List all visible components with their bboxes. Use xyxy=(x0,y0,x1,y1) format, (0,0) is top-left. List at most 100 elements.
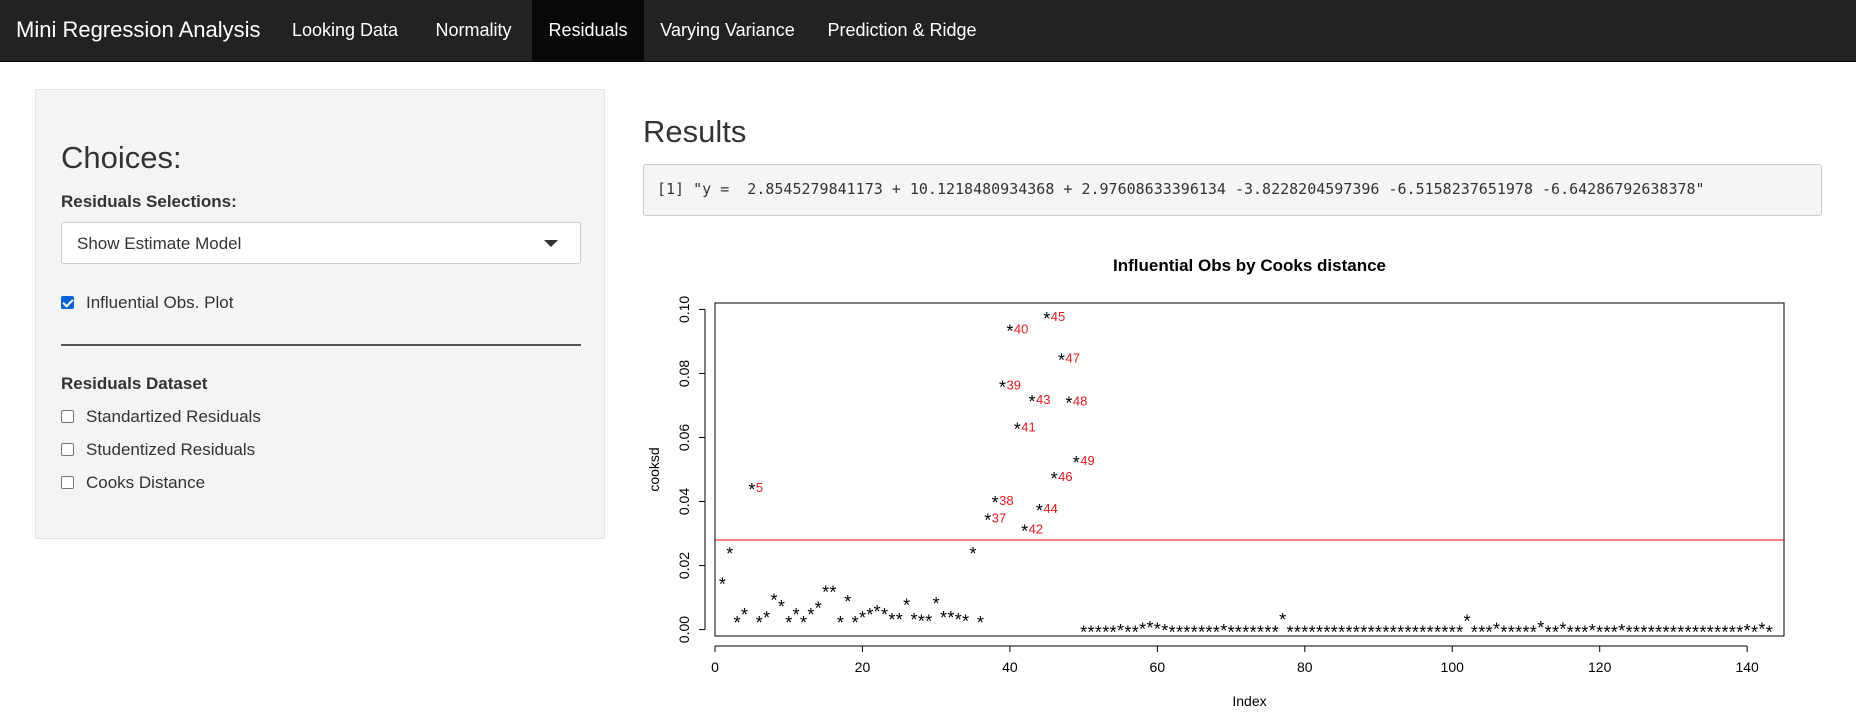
data-point: * xyxy=(1589,621,1596,641)
residuals-selection-dropdown[interactable]: Show Estimate Model xyxy=(61,222,581,264)
data-point: * xyxy=(1478,623,1485,643)
data-point: * xyxy=(866,605,873,625)
data-point: * xyxy=(756,613,763,633)
data-point: * xyxy=(1368,623,1375,643)
data-point: * xyxy=(1257,623,1264,643)
divider xyxy=(61,344,581,346)
data-point: * xyxy=(933,594,940,614)
point-label: 40 xyxy=(1014,322,1028,337)
data-point: * xyxy=(1309,623,1316,643)
data-point: * xyxy=(1574,623,1581,643)
data-point: * xyxy=(1530,623,1537,643)
data-point: * xyxy=(1235,623,1242,643)
data-point: * xyxy=(1228,623,1235,643)
data-point: * xyxy=(1294,623,1301,643)
point-label: 43 xyxy=(1036,392,1050,407)
tab-varying-variance[interactable]: Varying Variance xyxy=(660,20,795,40)
data-point: * xyxy=(1316,623,1323,643)
data-point: * xyxy=(1279,610,1286,630)
data-point: * xyxy=(918,611,925,631)
data-point: * xyxy=(1404,623,1411,643)
data-point: * xyxy=(1065,394,1072,414)
tab-looking-data[interactable]: Looking Data xyxy=(291,20,399,40)
data-point: * xyxy=(1581,623,1588,643)
data-point: * xyxy=(1722,623,1729,643)
data-point: * xyxy=(1323,623,1330,643)
data-point: * xyxy=(1191,623,1198,643)
data-point: * xyxy=(800,613,807,633)
data-point: * xyxy=(1205,623,1212,643)
data-point: * xyxy=(874,602,881,622)
app-title[interactable]: Mini Regression Analysis xyxy=(16,17,261,42)
point-label: 49 xyxy=(1080,453,1094,468)
data-point: * xyxy=(1139,619,1146,639)
data-point: * xyxy=(763,608,770,628)
data-point: * xyxy=(1626,623,1633,643)
data-point: * xyxy=(1537,618,1544,638)
data-point: * xyxy=(852,613,859,633)
x-tick-label: 0 xyxy=(711,659,719,675)
data-point: * xyxy=(1744,621,1751,641)
point-label: 48 xyxy=(1073,394,1087,409)
data-point: * xyxy=(1242,623,1249,643)
studentized-residuals-checkbox[interactable] xyxy=(61,443,74,456)
point-label: 38 xyxy=(999,493,1013,508)
data-point: * xyxy=(1751,623,1758,643)
y-tick-label: 0.08 xyxy=(676,360,692,387)
tab-normality[interactable]: Normality xyxy=(435,20,512,40)
x-axis-label: Index xyxy=(1232,693,1266,709)
data-point: * xyxy=(1604,623,1611,643)
data-point: * xyxy=(719,575,726,595)
data-point: * xyxy=(1287,623,1294,643)
cooks-distance-checkbox[interactable] xyxy=(61,476,74,489)
data-point: * xyxy=(992,493,999,513)
data-point: * xyxy=(1146,618,1153,638)
data-point: * xyxy=(1692,623,1699,643)
data-point: * xyxy=(940,608,947,628)
y-axis-label: cooksd xyxy=(646,447,662,491)
point-label: 44 xyxy=(1043,501,1057,516)
data-point: * xyxy=(726,544,733,564)
residuals-selection-label: Residuals Selections: xyxy=(61,192,237,211)
data-point: * xyxy=(1117,621,1124,641)
data-point: * xyxy=(1648,623,1655,643)
standardized-residuals-checkbox[interactable] xyxy=(61,410,74,423)
data-point: * xyxy=(1087,623,1094,643)
data-point: * xyxy=(1670,623,1677,643)
data-point: * xyxy=(1766,623,1773,643)
data-point: * xyxy=(1463,611,1470,631)
data-point: * xyxy=(785,613,792,633)
data-point: * xyxy=(1360,623,1367,643)
data-point: * xyxy=(1714,623,1721,643)
x-tick-label: 20 xyxy=(855,659,871,675)
data-point: * xyxy=(1110,623,1117,643)
data-point: * xyxy=(1006,322,1013,342)
data-point: * xyxy=(822,583,829,603)
data-point: * xyxy=(1611,623,1618,643)
point-label: 5 xyxy=(756,480,763,495)
data-point: * xyxy=(1493,619,1500,639)
data-point: * xyxy=(1500,623,1507,643)
data-point: * xyxy=(844,592,851,612)
sidebar-panel: Choices: Residuals Selections: Show Esti… xyxy=(35,89,605,539)
cooks-distance-label: Cooks Distance xyxy=(86,473,206,492)
point-label: 45 xyxy=(1051,309,1065,324)
influential-obs-checkbox[interactable] xyxy=(61,296,74,309)
tab-prediction-ridge[interactable]: Prediction & Ridge xyxy=(827,20,977,40)
data-point: * xyxy=(925,611,932,631)
data-point: * xyxy=(1456,623,1463,643)
data-point: * xyxy=(770,591,777,611)
data-point: * xyxy=(1515,623,1522,643)
chart-title: Influential Obs by Cooks distance xyxy=(1113,256,1386,275)
data-point: * xyxy=(829,583,836,603)
data-point: * xyxy=(1559,619,1566,639)
data-point: * xyxy=(1095,623,1102,643)
tab-residuals[interactable]: Residuals xyxy=(532,0,644,62)
data-point: * xyxy=(1618,621,1625,641)
data-point: * xyxy=(1346,623,1353,643)
point-label: 42 xyxy=(1029,522,1043,537)
data-point: * xyxy=(1486,623,1493,643)
data-point: * xyxy=(1427,623,1434,643)
data-point: * xyxy=(807,605,814,625)
data-point: * xyxy=(1176,623,1183,643)
